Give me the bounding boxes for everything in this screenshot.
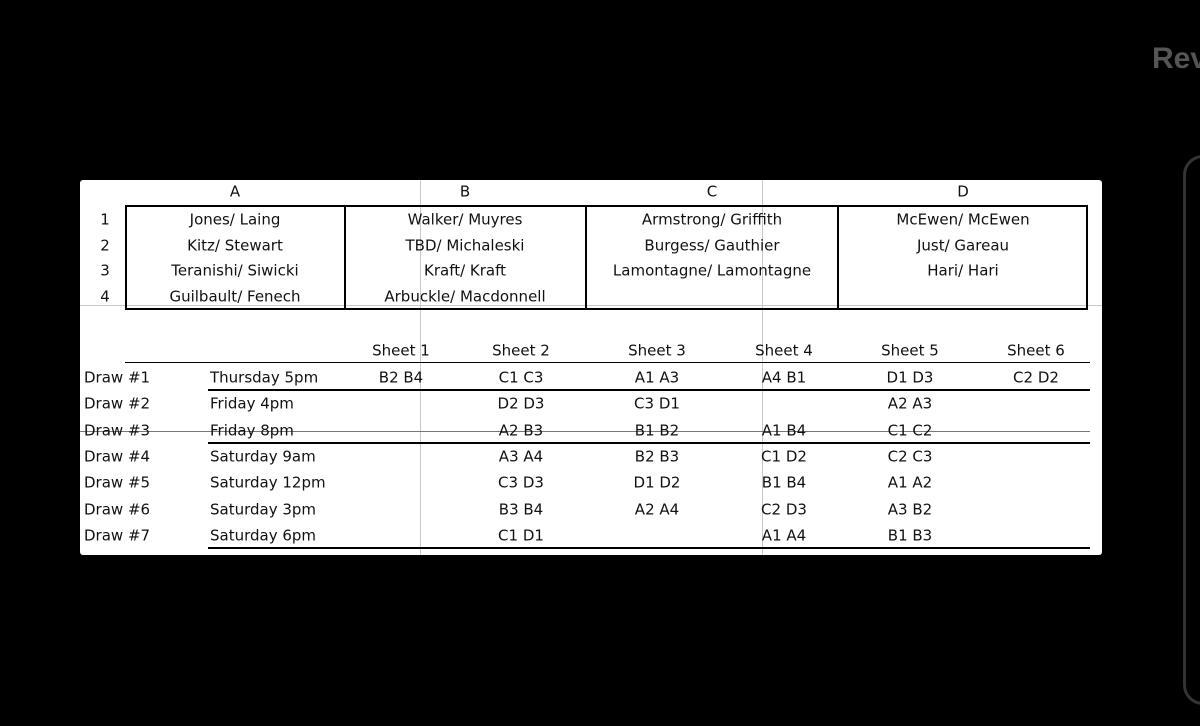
game: B1 B3 xyxy=(887,526,933,545)
game: A1 A3 xyxy=(634,368,680,387)
game: A1 A2 xyxy=(887,473,933,492)
pool-header: B xyxy=(459,182,471,201)
guide-line xyxy=(762,180,763,555)
row-number: 1 xyxy=(100,210,110,229)
team: Burgess/ Gauthier xyxy=(644,236,780,255)
game: B1 B2 xyxy=(634,421,680,440)
draw-time: Saturday 6pm xyxy=(210,526,317,545)
row-rule xyxy=(208,389,1090,391)
team: Guilbault/ Fenech xyxy=(169,287,301,306)
sheet-header: Sheet 1 xyxy=(372,341,430,360)
game: A3 A4 xyxy=(498,447,544,466)
team: Jones/ Laing xyxy=(189,210,281,229)
draw-label: Draw #1 xyxy=(84,368,151,387)
team: TBD/ Michaleski xyxy=(405,236,525,255)
pool-divider xyxy=(344,205,346,310)
game: C1 D1 xyxy=(498,526,544,545)
game: C2 D3 xyxy=(761,500,807,518)
game: A2 A3 xyxy=(887,394,933,413)
sheet-header: Sheet 5 xyxy=(881,341,939,360)
draw-label: Draw #3 xyxy=(84,421,151,440)
guide-line xyxy=(420,180,421,555)
team: Kitz/ Stewart xyxy=(187,236,283,255)
sheet-header: Sheet 4 xyxy=(755,341,813,360)
game: A4 B1 xyxy=(761,368,807,387)
draw-time: Saturday 9am xyxy=(210,447,316,466)
team: Kraft/ Kraft xyxy=(423,261,507,280)
row-number: 3 xyxy=(100,261,110,280)
game: C3 D1 xyxy=(634,394,680,413)
game: C2 C3 xyxy=(887,447,933,466)
row-rule xyxy=(80,431,1090,432)
row-rule xyxy=(208,442,1090,444)
pool-header: A xyxy=(229,182,241,201)
draw-label: Draw #2 xyxy=(84,394,151,413)
game: A3 B2 xyxy=(887,500,933,518)
pool-header: C xyxy=(706,182,718,201)
game: D2 D3 xyxy=(497,394,545,413)
pool-divider xyxy=(585,205,587,310)
draw-time: Thursday 5pm xyxy=(210,368,319,387)
game: D1 D2 xyxy=(633,473,681,492)
game: C3 D3 xyxy=(498,473,544,492)
team: Just/ Gareau xyxy=(916,236,1010,255)
spreadsheet-image: A B C D 1 2 3 4 Jones/ Laing Kitz/ Stewart Teranis… xyxy=(80,180,1102,555)
team: Armstrong/ Griffith xyxy=(641,210,783,229)
draw-time: Friday 4pm xyxy=(210,394,294,413)
team: Arbuckle/ Macdonnell xyxy=(384,287,546,306)
row-number: 4 xyxy=(100,287,110,306)
game: C1 C2 xyxy=(887,421,933,440)
game: A1 A4 xyxy=(761,526,807,545)
team: Walker/ Muyres xyxy=(407,210,523,229)
draw-time: Saturday 3pm xyxy=(210,500,317,518)
game: A2 A4 xyxy=(634,500,680,518)
draw-time: Friday 8pm xyxy=(210,421,294,440)
draw-label: Draw #7 xyxy=(84,526,151,545)
team: Lamontagne/ Lamontagne xyxy=(612,261,812,280)
game: A2 B3 xyxy=(498,421,544,440)
team: Teranishi/ Siwicki xyxy=(171,261,299,280)
draw-label: Draw #4 xyxy=(84,447,151,466)
game: B2 B3 xyxy=(634,447,680,466)
pool-box xyxy=(125,205,1088,310)
game: C2 D2 xyxy=(1013,368,1059,387)
corner-text: Rev xyxy=(1152,42,1200,75)
sheet-header: Sheet 6 xyxy=(1007,341,1065,360)
sheet-header: Sheet 2 xyxy=(492,341,550,360)
header-rule xyxy=(125,362,1090,363)
sheet-header: Sheet 3 xyxy=(628,341,686,360)
draw-time: Saturday 12pm xyxy=(210,473,326,492)
pool-header: D xyxy=(957,182,969,201)
draw-label: Draw #6 xyxy=(84,500,151,518)
row-number: 2 xyxy=(100,236,110,255)
row-rule xyxy=(208,547,1090,549)
game: D1 D3 xyxy=(886,368,934,387)
game: C1 C3 xyxy=(498,368,544,387)
game: C1 D2 xyxy=(761,447,807,466)
team: Hari/ Hari xyxy=(927,261,999,280)
game: B3 B4 xyxy=(498,500,544,518)
draw-label: Draw #5 xyxy=(84,473,151,492)
phone-edge xyxy=(1183,155,1200,705)
game: B1 B4 xyxy=(761,473,807,492)
game: A1 B4 xyxy=(761,421,807,440)
game: B2 B4 xyxy=(378,368,424,387)
team: McEwen/ McEwen xyxy=(896,210,1030,229)
guide-line xyxy=(80,305,1102,306)
pool-divider xyxy=(837,205,839,310)
